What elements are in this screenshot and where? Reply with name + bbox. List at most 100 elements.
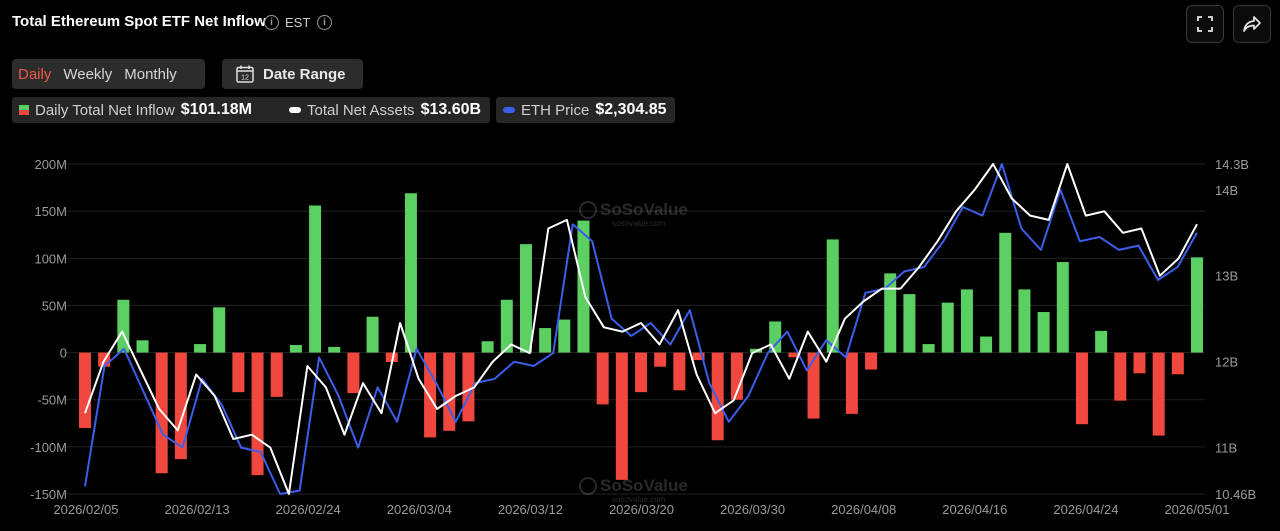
inflow-bar bbox=[673, 352, 686, 391]
period-monthly-tab[interactable]: Monthly bbox=[124, 65, 177, 83]
inflow-bar bbox=[174, 352, 187, 460]
y-left-tick-label: 100M bbox=[34, 251, 67, 266]
inflow-bar bbox=[289, 345, 302, 353]
fullscreen-button[interactable] bbox=[1186, 5, 1224, 43]
inflow-bar bbox=[807, 352, 820, 419]
legend-item-net-inflow[interactable]: Daily Total Net Inflow $101.18M bbox=[12, 97, 288, 123]
timezone-info-icon[interactable]: i bbox=[317, 15, 332, 30]
legend-name: Daily Total Net Inflow bbox=[35, 101, 175, 119]
watermark-logo-icon bbox=[579, 201, 597, 219]
inflow-bar bbox=[309, 205, 322, 353]
total-net-assets-swatch-icon bbox=[289, 107, 301, 113]
y-right-tick-label: 14B bbox=[1215, 183, 1238, 198]
inflow-bar bbox=[519, 244, 532, 353]
inflow-bar bbox=[366, 316, 379, 353]
calendar-icon: 12 bbox=[236, 65, 254, 83]
x-tick-label: 2026/04/16 bbox=[942, 502, 1007, 517]
x-tick-label: 2026/03/12 bbox=[498, 502, 563, 517]
y-left-tick-label: -150M bbox=[30, 487, 67, 502]
period-weekly-tab[interactable]: Weekly bbox=[63, 65, 113, 83]
inflow-bar bbox=[635, 352, 647, 393]
inflow-bar bbox=[328, 346, 341, 353]
y-left-tick-label: 50M bbox=[42, 298, 67, 313]
inflow-bar bbox=[960, 289, 973, 353]
period-selector: Daily Weekly Monthly bbox=[12, 59, 205, 89]
y-right-tick-label: 11B bbox=[1215, 441, 1237, 456]
legend-name: ETH Price bbox=[521, 101, 590, 119]
legend-item-eth-price[interactable]: ETH Price $2,304.85 bbox=[496, 97, 675, 123]
eth-price-swatch-icon bbox=[503, 107, 515, 113]
inflow-bar bbox=[788, 352, 801, 358]
chart-title: Total Ethereum Spot ETF Net Inflow bbox=[12, 13, 266, 30]
x-axis: 2026/02/05 2026/02/13 2026/02/24 2026/03/04… bbox=[53, 502, 1229, 517]
x-tick-label: 2026/03/30 bbox=[720, 502, 785, 517]
inflow-bar bbox=[481, 341, 494, 353]
inflow-bar bbox=[1114, 352, 1127, 401]
inflow-bar bbox=[769, 321, 782, 353]
calendar-icon-number: 12 bbox=[241, 75, 249, 82]
inflow-bar bbox=[615, 352, 628, 480]
legend-value: $13.60B bbox=[420, 101, 482, 118]
x-tick-label: 2026/03/04 bbox=[387, 502, 452, 517]
inflow-bar bbox=[1018, 289, 1031, 353]
x-tick-label: 2026/02/05 bbox=[53, 502, 118, 517]
watermark-sub: sosovalue.com bbox=[612, 495, 666, 504]
share-button[interactable] bbox=[1233, 5, 1271, 43]
x-tick-label: 2026/05/01 bbox=[1164, 502, 1229, 517]
watermark-sub: sosovalue.com bbox=[612, 219, 666, 228]
inflow-bar bbox=[443, 352, 456, 431]
y-axis-left: 200M 150M 100M 50M 0 -50M -100M -150M bbox=[30, 157, 67, 502]
legend-item-total-net-assets[interactable]: Total Net Assets $13.60B bbox=[282, 97, 490, 123]
inflow-bar bbox=[1075, 352, 1088, 425]
title-info-icon[interactable]: i bbox=[264, 15, 279, 30]
inflow-bar bbox=[865, 352, 878, 370]
inflow-bar bbox=[213, 307, 226, 353]
y-left-tick-label: 0 bbox=[60, 346, 67, 361]
y-left-tick-label: 150M bbox=[34, 204, 67, 219]
y-right-tick-label: 10.46B bbox=[1215, 487, 1256, 502]
inflow-bar bbox=[79, 352, 91, 428]
share-icon bbox=[1243, 16, 1261, 32]
y-left-tick-label: -100M bbox=[30, 440, 67, 455]
inflow-bar bbox=[999, 232, 1012, 353]
fullscreen-icon bbox=[1197, 16, 1213, 32]
inflow-bar bbox=[558, 319, 571, 353]
period-daily-tab[interactable]: Daily bbox=[18, 65, 52, 83]
inflow-bar bbox=[270, 352, 283, 397]
inflow-bar bbox=[922, 344, 935, 353]
watermark-brand: SoSoValue bbox=[600, 200, 688, 219]
legend-value: $2,304.85 bbox=[595, 101, 667, 118]
inflow-bar bbox=[903, 294, 916, 353]
inflow-bar bbox=[194, 344, 207, 353]
bar-series bbox=[79, 193, 1203, 480]
inflow-bar bbox=[539, 328, 552, 353]
inflow-bar bbox=[654, 352, 667, 367]
inflow-bar bbox=[711, 352, 724, 441]
legend-name: Total Net Assets bbox=[307, 101, 415, 119]
inflow-bar bbox=[1037, 312, 1050, 353]
y-left-tick-label: 200M bbox=[34, 157, 67, 172]
inflow-bar bbox=[1133, 352, 1146, 374]
date-range-button[interactable]: 12 Date Range bbox=[222, 59, 363, 89]
inflow-bar bbox=[500, 299, 513, 353]
legend-value: $101.18M bbox=[180, 101, 252, 118]
inflow-bar bbox=[347, 352, 360, 394]
line-series bbox=[84, 163, 1198, 495]
inflow-bar bbox=[1191, 257, 1203, 353]
y-left-tick-label: -50M bbox=[37, 393, 67, 408]
inflow-bar bbox=[424, 352, 437, 438]
inflow-bar bbox=[1152, 352, 1165, 436]
inflow-bar bbox=[826, 239, 839, 353]
inflow-bar bbox=[1056, 262, 1069, 353]
inflow-bar bbox=[232, 352, 245, 393]
y-right-tick-label: 12B bbox=[1215, 355, 1238, 370]
watermark-brand: SoSoValue bbox=[600, 476, 688, 495]
inflow-bar bbox=[980, 336, 993, 353]
inflow-bar bbox=[884, 273, 897, 353]
date-range-label: Date Range bbox=[263, 65, 346, 83]
y-right-tick-label: 14.3B bbox=[1215, 157, 1249, 172]
inflow-bar bbox=[404, 193, 417, 353]
